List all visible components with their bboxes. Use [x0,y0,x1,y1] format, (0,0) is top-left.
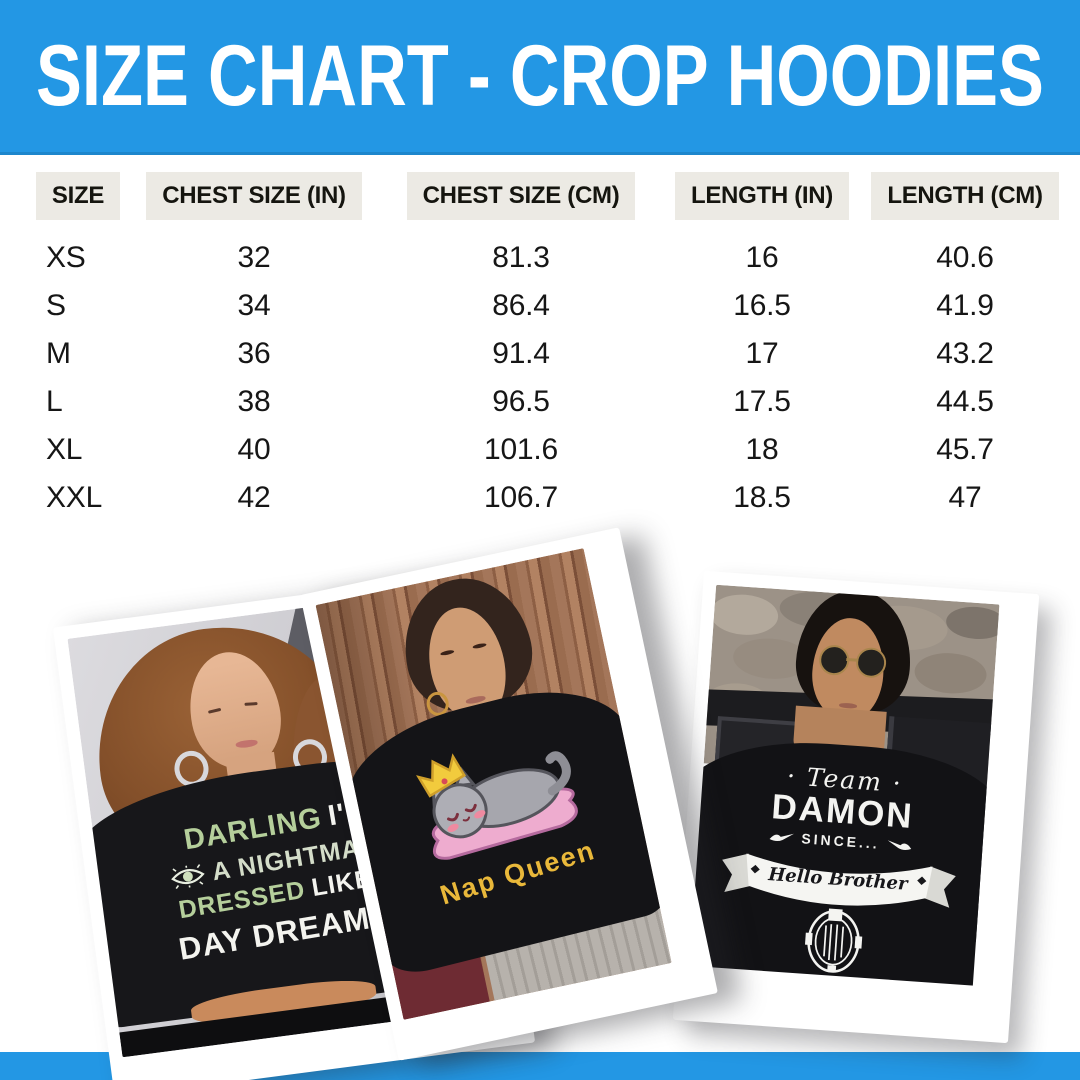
crow-icon [769,834,794,842]
cell-chest-in: 32 [237,241,271,274]
cell-length-cm: 45.7 [936,433,994,466]
cell-length-cm: 44.5 [936,385,994,418]
page-title: SIZE CHART - CROP HOODIES [36,27,1044,124]
cell-chest-in: 38 [237,385,271,418]
cell-length-cm: 40.6 [936,241,994,274]
photo-nap-queen-scene: Nap Queen [315,548,672,1020]
header-length-in: LENGTH (IN) [674,172,849,220]
table-row-xs: XS 32 81.3 16 40.6 [28,220,1068,282]
cell-length-cm: 41.9 [936,289,994,322]
cell-chest-cm: 96.5 [492,385,550,418]
table-row-m: M 36 91.4 17 43.2 [28,330,1068,378]
crest-ring-icon [804,908,863,973]
table-header-row: SIZE CHEST SIZE (IN) CHEST SIZE (CM) LEN… [28,172,1068,220]
table-row-l: L 38 96.5 17.5 44.5 [28,378,1068,426]
cell-size: L [46,385,63,418]
cell-length-cm: 47 [948,481,982,514]
eye-doodle-icon [171,864,205,890]
photo-team-damon-hoodie: · Team · DAMON SINCE... [672,570,1040,1044]
cell-chest-in: 36 [237,337,271,370]
cell-chest-cm: 101.6 [483,433,559,466]
cell-length-in: 17.5 [733,385,791,418]
photo-nap-queen-hoodie: Nap Queen [300,527,718,1061]
ribbon-shape [721,853,956,908]
print-word-since: SINCE... [800,830,881,852]
photo-team-damon-scene: · Team · DAMON SINCE... [688,584,1000,1002]
cell-chest-cm: 86.4 [492,289,550,322]
cell-chest-cm: 106.7 [483,481,559,514]
cell-chest-in: 42 [237,481,271,514]
cell-size: M [46,337,71,370]
header-length-cm: LENGTH (CM) [871,172,1059,220]
cell-length-in: 18 [745,433,779,466]
cell-length-in: 16 [745,241,779,274]
cell-length-in: 16.5 [733,289,791,322]
cell-length-in: 17 [745,337,779,370]
header-chest-cm: CHEST SIZE (CM) [406,172,636,220]
banner: SIZE CHART - CROP HOODIES [0,0,1080,155]
ribbon-banner: Hello Brother [717,844,959,917]
cell-length-cm: 43.2 [936,337,994,370]
hoodie-print-team-damon: · Team · DAMON SINCE... [712,757,965,989]
table-row-xxl: XXL 42 106.7 18.5 47 [28,474,1068,522]
cell-size: S [46,289,66,322]
table-row-xl: XL 40 101.6 18 45.7 [28,426,1068,474]
model-eye [244,701,258,706]
cell-size: XS [46,241,86,274]
sleeping-cat-graphic [415,750,578,860]
hoodie-print-nap-queen: Nap Queen [368,711,632,922]
cell-chest-cm: 81.3 [492,241,550,274]
cell-chest-in: 40 [237,433,271,466]
crown-icon [415,752,466,798]
cell-chest-cm: 91.4 [492,337,550,370]
header-chest-in: CHEST SIZE (IN) [146,172,362,220]
table-row-s: S 34 86.4 16.5 41.9 [28,282,1068,330]
cell-length-in: 18.5 [733,481,791,514]
size-table: SIZE CHEST SIZE (IN) CHEST SIZE (CM) LEN… [28,172,1068,522]
cell-size: XXL [46,481,103,514]
cell-chest-in: 34 [237,289,271,322]
crow-icon [887,840,912,851]
cell-size: XL [46,433,83,466]
header-size: SIZE [35,172,121,220]
